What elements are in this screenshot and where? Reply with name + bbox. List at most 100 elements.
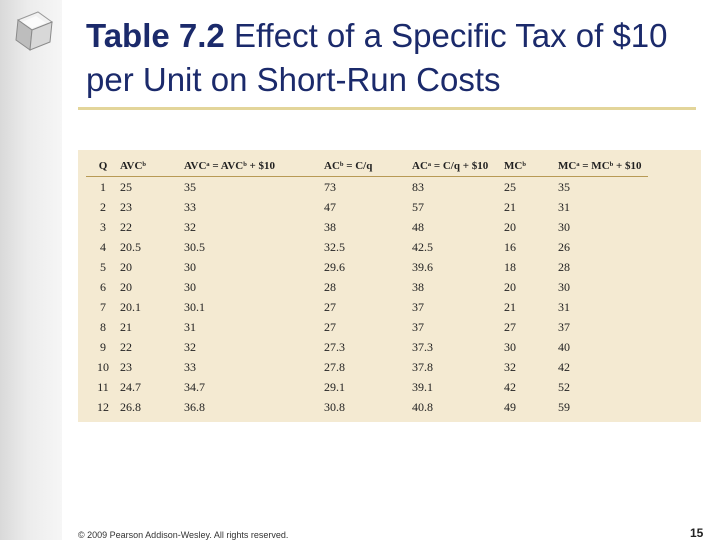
table-number: Table 7.2 xyxy=(86,17,225,54)
table-cell: 47 xyxy=(324,199,336,214)
table-cell: 52 xyxy=(558,379,570,394)
col-header: ACᵇ = C/q xyxy=(324,156,412,177)
table-cell: 30.1 xyxy=(184,299,205,314)
table-cell: 31 xyxy=(558,199,570,214)
table-row: 3 22 32 38 48 20 30 xyxy=(86,217,648,237)
col-header: Q xyxy=(86,156,120,177)
table-cell: 59 xyxy=(558,399,570,414)
table-cell: 2 xyxy=(100,199,106,214)
table-cell: 37 xyxy=(412,319,424,334)
table-cell: 27.8 xyxy=(324,359,345,374)
table-cell: 37.3 xyxy=(412,339,433,354)
table-cell: 32.5 xyxy=(324,239,345,254)
table-row: 11 24.7 34.7 29.1 39.1 42 52 xyxy=(86,377,648,397)
table-cell: 8 xyxy=(100,319,106,334)
table-cell: 42 xyxy=(504,379,516,394)
table-row: 12 26.8 36.8 30.8 40.8 49 59 xyxy=(86,397,648,417)
table-cell: 37 xyxy=(558,319,570,334)
table-cell: 26.8 xyxy=(120,399,141,414)
table-cell: 21 xyxy=(504,299,516,314)
table-cell: 27 xyxy=(504,319,516,334)
glass-cube-icon xyxy=(15,11,54,51)
table-row: 7 20.1 30.1 27 37 21 31 xyxy=(86,297,648,317)
table-cell: 29.1 xyxy=(324,379,345,394)
table-cell: 30 xyxy=(558,219,570,234)
table-cell: 27.3 xyxy=(324,339,345,354)
table-cell: 30 xyxy=(184,259,196,274)
table-cell: 34.7 xyxy=(184,379,205,394)
col-header: ACᵃ = C/q + $10 xyxy=(412,156,504,177)
table-cell: 7 xyxy=(100,299,106,314)
table-cell: 57 xyxy=(412,199,424,214)
table-cell: 27 xyxy=(324,299,336,314)
table-cell: 37 xyxy=(412,299,424,314)
title-text: Effect of a Specific Tax of $10 per Unit… xyxy=(86,17,668,98)
table-cell: 39.1 xyxy=(412,379,433,394)
table-row: 5 20 30 29.6 39.6 18 28 xyxy=(86,257,648,277)
table-cell: 40.8 xyxy=(412,399,433,414)
table-cell: 21 xyxy=(120,319,132,334)
table-row: 4 20.5 30.5 32.5 42.5 16 26 xyxy=(86,237,648,257)
table-cell: 30 xyxy=(184,279,196,294)
table-cell: 18 xyxy=(504,259,516,274)
table-row: 8 21 31 27 37 27 37 xyxy=(86,317,648,337)
table-cell: 28 xyxy=(324,279,336,294)
table-cell: 20 xyxy=(120,259,132,274)
table-row: 6 20 30 28 38 20 30 xyxy=(86,277,648,297)
table-cell: 32 xyxy=(184,339,196,354)
table-cell: 33 xyxy=(184,199,196,214)
table-cell: 35 xyxy=(184,179,196,194)
cost-table-panel: Q AVCᵇ AVCᵃ = AVCᵇ + $10 ACᵇ = C/q ACᵃ =… xyxy=(78,150,701,422)
table-cell: 26 xyxy=(558,239,570,254)
table-cell: 20.1 xyxy=(120,299,141,314)
table-header-row: Q AVCᵇ AVCᵃ = AVCᵇ + $10 ACᵇ = C/q ACᵃ =… xyxy=(86,156,648,177)
table-cell: 4 xyxy=(100,239,106,254)
table-cell: 30 xyxy=(504,339,516,354)
table-cell: 48 xyxy=(412,219,424,234)
table-cell: 83 xyxy=(412,179,424,194)
table-cell: 22 xyxy=(120,339,132,354)
table-cell: 9 xyxy=(100,339,106,354)
page-number: 15 xyxy=(690,526,704,540)
table-cell: 20.5 xyxy=(120,239,141,254)
title-divider xyxy=(78,107,696,110)
table-cell: 10 xyxy=(97,359,109,374)
table-cell: 25 xyxy=(504,179,516,194)
table-cell: 32 xyxy=(504,359,516,374)
table-cell: 28 xyxy=(558,259,570,274)
table-cell: 23 xyxy=(120,199,132,214)
table-cell: 33 xyxy=(184,359,196,374)
table-body: 1 25 35 73 83 25 35 2 23 33 47 57 21 31 3 22 32 38 48 20 30 4… xyxy=(86,177,648,418)
slide-sidebar xyxy=(0,0,62,540)
table-cell: 38 xyxy=(412,279,424,294)
table-cell: 11 xyxy=(97,379,109,394)
table-cell: 12 xyxy=(97,399,109,414)
table-cell: 37.8 xyxy=(412,359,433,374)
table-cell: 24.7 xyxy=(120,379,141,394)
col-header: AVCᵇ xyxy=(120,156,184,177)
col-header: MCᵇ xyxy=(504,156,558,177)
table-cell: 31 xyxy=(184,319,196,334)
table-cell: 30 xyxy=(558,279,570,294)
table-row: 1 25 35 73 83 25 35 xyxy=(86,177,648,198)
table-cell: 16 xyxy=(504,239,516,254)
slide-title: Table 7.2 Effect of a Specific Tax of $1… xyxy=(86,14,706,102)
table-cell: 5 xyxy=(100,259,106,274)
table-cell: 23 xyxy=(120,359,132,374)
table-row: 9 22 32 27.3 37.3 30 40 xyxy=(86,337,648,357)
table-cell: 20 xyxy=(504,279,516,294)
table-cell: 27 xyxy=(324,319,336,334)
col-header: AVCᵃ = AVCᵇ + $10 xyxy=(184,156,324,177)
table-cell: 42.5 xyxy=(412,239,433,254)
table-cell: 20 xyxy=(504,219,516,234)
table-cell: 35 xyxy=(558,179,570,194)
table-row: 2 23 33 47 57 21 31 xyxy=(86,197,648,217)
table-cell: 42 xyxy=(558,359,570,374)
table-cell: 30.8 xyxy=(324,399,345,414)
table-cell: 21 xyxy=(504,199,516,214)
table-cell: 25 xyxy=(120,179,132,194)
table-cell: 40 xyxy=(558,339,570,354)
cost-table: Q AVCᵇ AVCᵃ = AVCᵇ + $10 ACᵇ = C/q ACᵃ =… xyxy=(86,156,648,417)
table-row: 10 23 33 27.8 37.8 32 42 xyxy=(86,357,648,377)
table-cell: 39.6 xyxy=(412,259,433,274)
